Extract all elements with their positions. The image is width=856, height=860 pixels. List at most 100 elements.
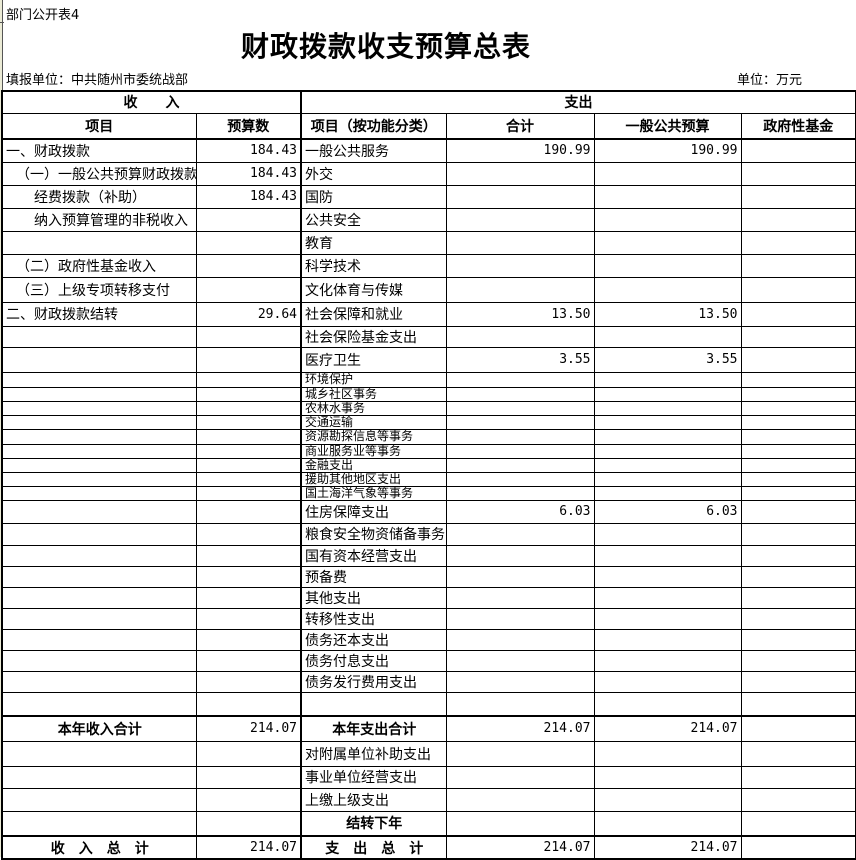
expense-gov-fund-cell: [740, 346, 856, 373]
expense-gov-fund-cell: [740, 485, 856, 501]
expense-general-budget-cell: [593, 544, 742, 567]
expense-gov-fund-cell: [740, 276, 856, 303]
unit-note: 单位：万元: [736, 73, 802, 88]
table-row: 上缴上级支出: [1, 787, 856, 812]
table-row: [1, 691, 856, 717]
expense-item-cell: 环境保护: [300, 371, 447, 388]
expense-gov-fund-cell: [740, 810, 856, 837]
expense-general-budget-cell: [593, 670, 742, 693]
income-item-cell: [1, 414, 197, 430]
expense-gov-fund-cell: [740, 443, 856, 459]
budget-table: 收 入 支出 项目 预算数 项目（按功能分类） 合计 一般公共预算 政府性基金 …: [1, 90, 856, 860]
income-value-cell: [195, 787, 302, 812]
income-item-cell: 二、财政拨款结转: [1, 301, 197, 327]
table-row: 预备费: [1, 565, 856, 588]
expense-item-cell: 城乡社区事务: [300, 386, 447, 402]
income-item-cell: [1, 499, 197, 524]
expense-item-cell: 社会保险基金支出: [300, 325, 447, 348]
expense-general-budget-cell: [593, 457, 742, 473]
income-value-cell: [195, 325, 302, 348]
expense-gov-fund-cell: [740, 471, 856, 487]
expense-item-cell: 债务还本支出: [300, 628, 447, 651]
expense-gov-fund-cell: [740, 691, 856, 717]
table-row: 资源勘探信息等事务: [1, 428, 856, 445]
expense-general-budget-cell: [593, 649, 742, 672]
table-row: 商业服务业等事务: [1, 443, 856, 459]
expense-gov-fund-cell: [740, 715, 856, 742]
expense-general-budget-cell: [593, 565, 742, 588]
page-edge-tick: [0, 22, 4, 23]
table-row: 收 入 总 计 214.07 支 出 总 计 214.07 214.07: [1, 835, 856, 860]
expense-total-cell: [445, 443, 595, 459]
expense-total-cell: [445, 457, 595, 473]
table-row: 粮食安全物资储备事务: [1, 522, 856, 546]
expense-gov-fund-cell: [740, 428, 856, 445]
income-item-cell: [1, 649, 197, 672]
expense-gov-fund-cell: [740, 325, 856, 348]
expense-item-cell: 商业服务业等事务: [300, 443, 447, 459]
expense-total-cell: [445, 544, 595, 567]
expense-general-budget-cell: 13.50: [593, 301, 742, 327]
col-header-expense-total: 合计: [445, 112, 595, 140]
income-value-cell: [195, 765, 302, 789]
expense-total-cell: [445, 485, 595, 501]
expense-total-cell: 3.55: [445, 346, 595, 373]
income-item-cell: [1, 565, 197, 588]
income-value-cell: 184.43: [195, 138, 302, 163]
expense-total-cell: [445, 386, 595, 402]
income-item-cell: [1, 471, 197, 487]
expense-gov-fund-cell: [740, 740, 856, 767]
income-value-cell: [195, 740, 302, 767]
expense-gov-fund-cell: [740, 499, 856, 524]
expense-general-budget-cell: 6.03: [593, 499, 742, 524]
table-row: 事业单位经营支出: [1, 765, 856, 789]
expense-gov-fund-cell: [740, 386, 856, 402]
col-header-gov-fund: 政府性基金: [740, 112, 856, 140]
expense-total-cell: [445, 371, 595, 388]
income-value-cell: [195, 457, 302, 473]
meta-row: 填报单位：中共随州市委统战部 单位：万元: [6, 69, 802, 88]
table-row: 债务还本支出: [1, 628, 856, 651]
expense-total-cell: [445, 253, 595, 278]
col-header-income-item: 项目: [1, 112, 197, 140]
income-value-cell: [195, 276, 302, 303]
income-value-cell: [195, 400, 302, 416]
income-item-cell: [1, 371, 197, 388]
expense-item-cell: 社会保障和就业: [300, 301, 447, 327]
table-row: 国土海洋气象等事务: [1, 485, 856, 501]
income-item-cell: 一、财政拨款: [1, 138, 197, 163]
table-row: 金融支出: [1, 457, 856, 473]
table-row: 教育: [1, 230, 856, 255]
table-row: （二）政府性基金收入 科学技术: [1, 253, 856, 278]
table-row: 农林水事务: [1, 400, 856, 416]
table-row: 经费拨款（补助） 184.43 国防: [1, 184, 856, 209]
expense-general-budget-cell: [593, 691, 742, 717]
income-item-cell: [1, 400, 197, 416]
table-row: （三）上级专项转移支付 文化体育与传媒: [1, 276, 856, 303]
table-row: 城乡社区事务: [1, 386, 856, 402]
expense-total-cell: [445, 471, 595, 487]
expense-item-cell: 支 出 总 计: [300, 835, 447, 860]
expense-general-budget-cell: [593, 371, 742, 388]
income-value-cell: [195, 443, 302, 459]
expense-gov-fund-cell: [740, 414, 856, 430]
expense-item-cell: 援助其他地区支出: [300, 471, 447, 487]
expense-item-cell: 债务付息支出: [300, 649, 447, 672]
expense-item-cell: [300, 691, 447, 717]
income-value-cell: [195, 386, 302, 402]
expense-general-budget-cell: [593, 386, 742, 402]
expense-gov-fund-cell: [740, 400, 856, 416]
income-value-cell: 214.07: [195, 715, 302, 742]
income-item-cell: 经费拨款（补助）: [1, 184, 197, 209]
income-item-cell: [1, 586, 197, 609]
expense-total-cell: [445, 607, 595, 630]
income-item-cell: [1, 457, 197, 473]
income-value-cell: 214.07: [195, 835, 302, 860]
table-row: 债务付息支出: [1, 649, 856, 672]
table-row: 对附属单位补助支出: [1, 740, 856, 767]
table-row: 其他支出: [1, 586, 856, 609]
expense-total-cell: [445, 670, 595, 693]
income-item-cell: [1, 485, 197, 501]
income-value-cell: [195, 346, 302, 373]
expense-gov-fund-cell: [740, 161, 856, 186]
